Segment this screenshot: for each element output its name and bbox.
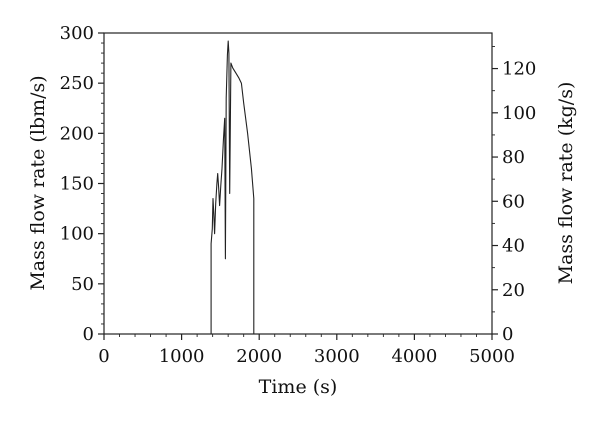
y-right-tick-label: 80 (502, 147, 525, 168)
y-left-tick-label: 0 (83, 324, 94, 345)
x-axis-label: Time (s) (259, 376, 338, 398)
plot-frame (103, 32, 493, 335)
y-left-tick-label: 50 (71, 274, 94, 295)
x-tick-label: 5000 (469, 346, 515, 367)
y-right-tick-label: 60 (502, 191, 525, 212)
x-tick-label: 0 (98, 346, 109, 367)
y-left-tick-label: 200 (60, 123, 94, 144)
y-left-axis: 0 50 100 150 200 250 300 (60, 23, 104, 345)
x-axis: 0 1000 2000 3000 4000 5000 (98, 334, 515, 367)
y-right-tick-label: 0 (502, 324, 513, 345)
y-left-axis-label: Mass flow rate (lbm/s) (27, 75, 49, 290)
y-right-axis-label: Mass flow rate (kg/s) (555, 82, 577, 285)
y-right-tick-label: 40 (502, 236, 525, 257)
y-left-tick-label: 250 (60, 73, 94, 94)
x-tick-label: 3000 (314, 346, 360, 367)
y-right-axis: 0 20 40 60 80 100 120 (492, 45, 536, 345)
y-left-tick-label: 300 (60, 23, 94, 44)
x-tick-label: 1000 (159, 346, 205, 367)
x-tick-label: 2000 (236, 346, 282, 367)
x-tick-label: 4000 (391, 346, 437, 367)
series-line (210, 40, 255, 334)
y-right-tick-label: 20 (502, 280, 525, 301)
series-layer (210, 40, 255, 334)
y-left-tick-label: 100 (60, 224, 94, 245)
y-right-tick-label: 120 (502, 59, 536, 80)
y-left-tick-label: 150 (60, 174, 94, 195)
y-right-tick-label: 100 (502, 103, 536, 124)
